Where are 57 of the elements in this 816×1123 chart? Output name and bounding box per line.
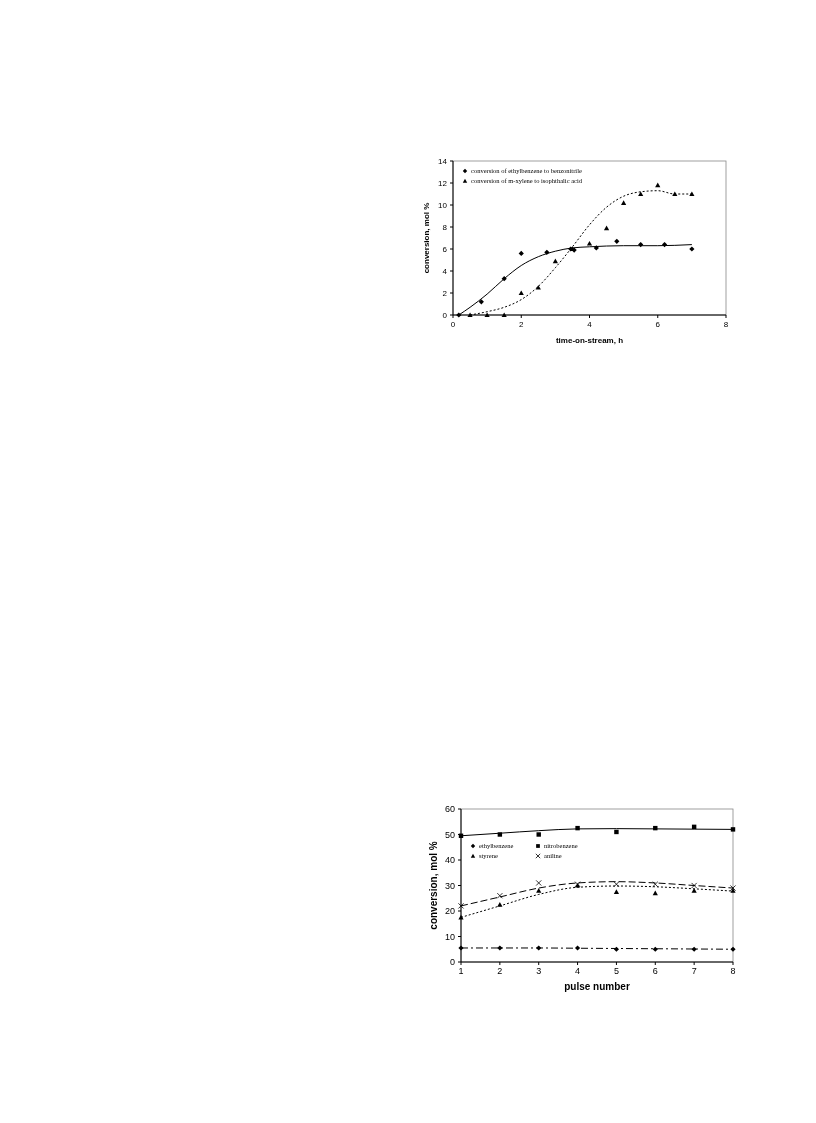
x-tick-label: 2: [497, 966, 503, 976]
x-axis-title: pulse number: [564, 981, 630, 992]
y-tick-label: 8: [442, 222, 448, 232]
point: [614, 238, 620, 244]
point: [458, 902, 464, 909]
y-tick-label: 20: [444, 906, 455, 917]
x-tick-label: 4: [587, 320, 593, 329]
point: [518, 290, 524, 296]
x-axis-title: time-on-stream, h: [555, 336, 624, 345]
y-tick-label: 2: [442, 288, 448, 298]
y-tick-label: 50: [444, 829, 455, 840]
point: [535, 284, 541, 290]
x-tick-label: 7: [691, 966, 697, 976]
x-tick-label: 2: [519, 320, 525, 329]
y-tick-label: 12: [438, 178, 448, 188]
point: [613, 889, 620, 894]
point: [691, 882, 698, 889]
point: [478, 299, 484, 305]
y-tick-label: 60: [444, 804, 455, 815]
point: [496, 892, 503, 899]
point: [652, 946, 658, 952]
point: [518, 250, 524, 256]
point: [552, 258, 558, 264]
x-tick-label: 6: [655, 320, 661, 329]
y-axis-title: conversion, mol %: [422, 202, 431, 274]
y-tick-label: 40: [444, 855, 455, 866]
point: [484, 312, 490, 318]
x-tick-label: 8: [723, 320, 729, 329]
point: [614, 829, 619, 835]
point: [586, 240, 593, 246]
point: [691, 888, 697, 893]
point: [535, 879, 542, 886]
point: [501, 312, 507, 318]
y-tick-label: 10: [438, 200, 448, 210]
x-tick-label: 4: [575, 966, 581, 976]
y-tick-label: 6: [442, 244, 448, 254]
y-tick-label: 0: [449, 957, 455, 968]
x-tick-label: 5: [613, 966, 619, 976]
x-tick-label: 1: [458, 966, 464, 976]
y-tick-label: 0: [442, 310, 448, 320]
point: [638, 191, 644, 197]
x-tick-label: 6: [652, 966, 658, 976]
x-tick-label: 8: [730, 966, 736, 976]
point: [574, 945, 581, 951]
y-tick-label: 4: [442, 266, 448, 276]
point: [536, 888, 542, 893]
y-tick-label: 14: [438, 156, 448, 166]
point: [730, 827, 736, 832]
point: [621, 200, 627, 205]
y-axis-title: conversion, mol %: [428, 841, 439, 930]
point: [603, 225, 610, 231]
x-tick-label: 3: [536, 966, 542, 976]
y-tick-label: 10: [444, 931, 455, 942]
point: [536, 832, 541, 837]
point: [497, 902, 503, 907]
y-tick-label: 30: [444, 880, 455, 891]
point: [613, 881, 620, 888]
